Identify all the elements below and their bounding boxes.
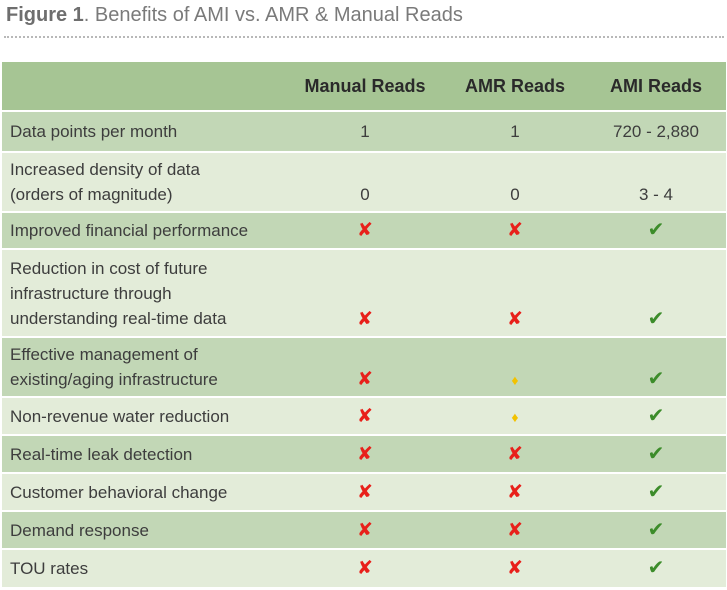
cross-icon: ✘ — [507, 443, 523, 465]
table-row: Improved financial performance ✘ ✘ ✔ — [2, 211, 726, 249]
check-icon: ✔ — [647, 480, 665, 503]
cross-icon: ✘ — [357, 519, 373, 541]
cross-icon: ✘ — [357, 309, 373, 330]
cross-icon: ✘ — [507, 309, 523, 330]
diamond-icon: ♦ — [511, 408, 519, 425]
check-icon: ✔ — [647, 442, 665, 465]
table-row: Increased density of data (orders of mag… — [2, 151, 726, 212]
value-cell: 3 - 4 — [586, 151, 726, 212]
row-label: Reduction in cost of future infrastructu… — [2, 248, 286, 337]
row-label: Customer behavioral change — [2, 472, 286, 511]
status-cell: ✘ — [444, 434, 586, 473]
check-icon: ✔ — [647, 404, 665, 427]
status-cell: ✔ — [586, 510, 726, 549]
value-cell: 0 — [286, 151, 444, 212]
status-cell: ✘ — [286, 472, 444, 511]
status-cell: ✘ — [444, 472, 586, 511]
cross-icon: ✘ — [507, 220, 523, 241]
header-cell: AMR Reads — [444, 62, 586, 111]
status-cell: ✘ — [444, 211, 586, 249]
table-header-row: Manual Reads AMR Reads AMI Reads — [2, 62, 726, 111]
status-cell: ✔ — [586, 434, 726, 473]
table-row: Demand response ✘ ✘ ✔ — [2, 510, 726, 549]
figure-label: Figure 1 — [6, 4, 84, 26]
diamond-icon: ♦ — [511, 372, 519, 388]
row-label: Effective management of existing/aging i… — [2, 336, 286, 397]
figure-title: Figure 1. Benefits of AMI vs. AMR & Manu… — [6, 4, 463, 27]
check-icon: ✔ — [647, 368, 665, 390]
table-row: Real-time leak detection ✘ ✘ ✔ — [2, 434, 726, 473]
value-cell: 0 — [444, 151, 586, 212]
dotted-divider — [4, 36, 724, 38]
status-cell: ✘ — [286, 336, 444, 397]
comparison-table: Manual Reads AMR Reads AMI Reads Data po… — [2, 62, 726, 587]
table-row: TOU rates ✘ ✘ ✔ — [2, 548, 726, 587]
status-cell: ✘ — [286, 396, 444, 435]
status-cell: ✘ — [444, 510, 586, 549]
cross-icon: ✘ — [357, 443, 373, 465]
row-label: Real-time leak detection — [2, 434, 286, 473]
status-cell: ✘ — [286, 248, 444, 337]
row-label: Non-revenue water reduction — [2, 396, 286, 435]
header-cell — [2, 62, 286, 111]
check-icon: ✔ — [647, 308, 665, 330]
figure-title-text: . Benefits of AMI vs. AMR & Manual Reads — [83, 4, 463, 26]
status-cell: ♦ — [444, 396, 586, 435]
status-cell: ✔ — [586, 396, 726, 435]
status-cell: ✔ — [586, 548, 726, 587]
header-cell: Manual Reads — [286, 62, 444, 111]
cross-icon: ✘ — [507, 558, 523, 579]
table-row: Non-revenue water reduction ✘ ♦ ✔ — [2, 396, 726, 435]
cross-icon: ✘ — [507, 519, 523, 541]
check-icon: ✔ — [647, 518, 665, 541]
value-cell: 1 — [286, 110, 444, 152]
status-cell: ✘ — [286, 211, 444, 249]
status-cell: ✘ — [286, 510, 444, 549]
status-cell: ✘ — [286, 548, 444, 587]
cross-icon: ✘ — [507, 481, 523, 503]
check-icon: ✔ — [647, 219, 665, 241]
table-row: Reduction in cost of future infrastructu… — [2, 248, 726, 337]
row-label: Improved financial performance — [2, 211, 286, 249]
status-cell: ✘ — [444, 248, 586, 337]
value-cell: 720 - 2,880 — [586, 110, 726, 152]
row-label: Increased density of data (orders of mag… — [2, 151, 286, 212]
row-label: TOU rates — [2, 548, 286, 587]
status-cell: ✔ — [586, 211, 726, 249]
cross-icon: ✘ — [357, 481, 373, 503]
value-cell: 1 — [444, 110, 586, 152]
table-row: Data points per month 1 1 720 - 2,880 — [2, 110, 726, 152]
cross-icon: ✘ — [357, 405, 373, 427]
row-label: Data points per month — [2, 110, 286, 152]
header-cell: AMI Reads — [586, 62, 726, 111]
status-cell: ✔ — [586, 248, 726, 337]
cross-icon: ✘ — [357, 220, 373, 241]
status-cell: ✔ — [586, 472, 726, 511]
status-cell: ♦ — [444, 336, 586, 397]
cross-icon: ✘ — [357, 369, 373, 390]
table-row: Effective management of existing/aging i… — [2, 336, 726, 397]
table-row: Customer behavioral change ✘ ✘ ✔ — [2, 472, 726, 511]
row-label: Demand response — [2, 510, 286, 549]
status-cell: ✔ — [586, 336, 726, 397]
status-cell: ✘ — [444, 548, 586, 587]
status-cell: ✘ — [286, 434, 444, 473]
check-icon: ✔ — [647, 557, 665, 579]
cross-icon: ✘ — [357, 558, 373, 579]
